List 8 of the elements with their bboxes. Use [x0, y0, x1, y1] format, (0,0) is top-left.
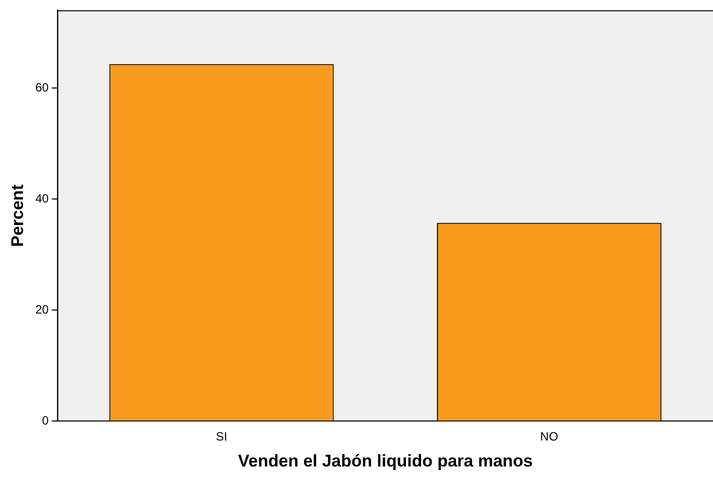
y-tick-label: 0	[42, 414, 50, 428]
y-tick-label: 60	[35, 80, 50, 94]
y-tick-label: 40	[35, 191, 50, 206]
x-tick-label: SI	[216, 430, 228, 444]
y-tick-label: 20	[35, 302, 50, 316]
x-axis-title: Venden el Jabón liquido para manos	[238, 451, 533, 470]
y-axis-title: Percent	[8, 184, 27, 247]
x-tick-label: NO	[540, 430, 558, 444]
